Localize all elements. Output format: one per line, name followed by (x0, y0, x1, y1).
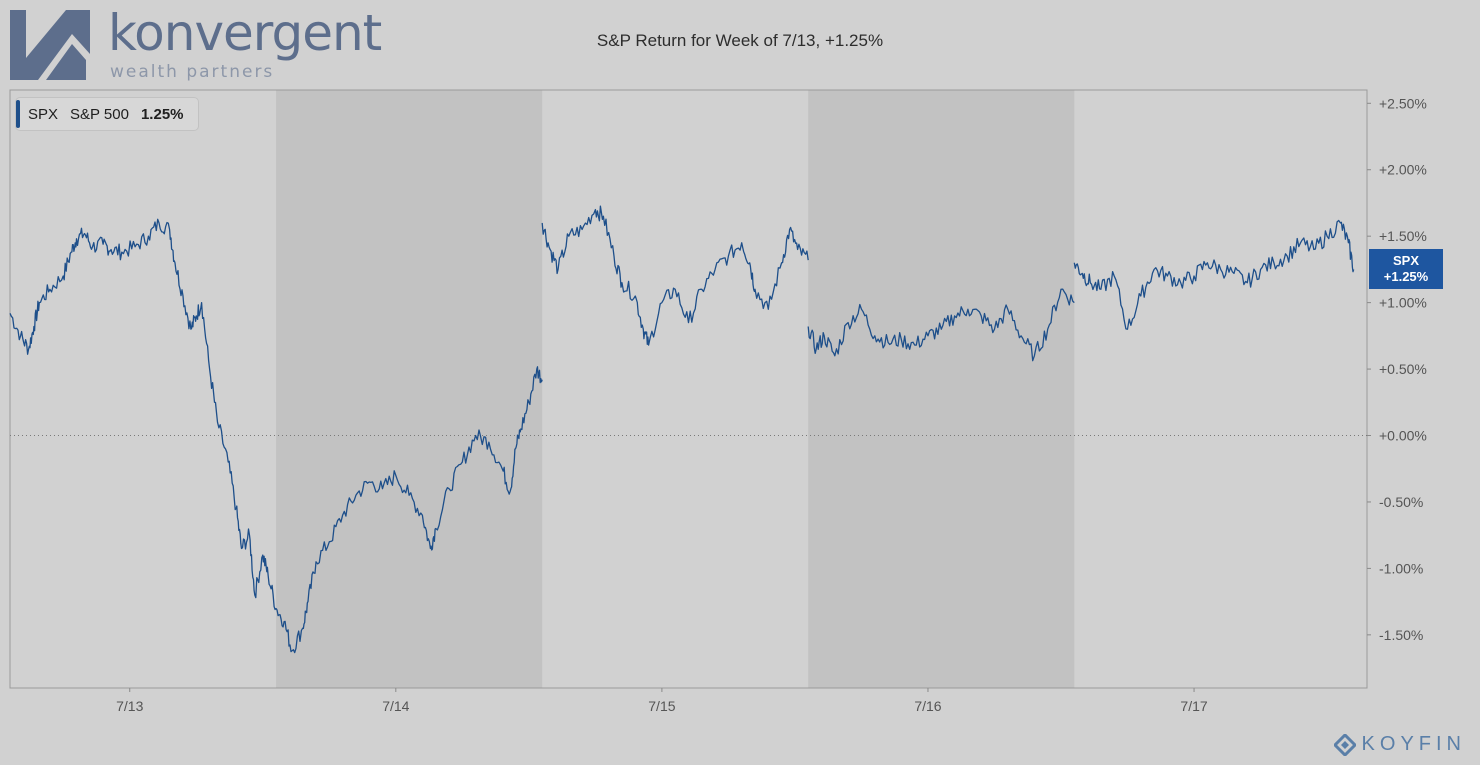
y-tick-label: +0.50% (1379, 361, 1427, 377)
chart-title: S&P Return for Week of 7/13, +1.25% (596, 31, 884, 50)
series-line-spx (541, 205, 809, 346)
y-tick-label: +2.50% (1379, 95, 1427, 111)
x-tick-label: 7/13 (116, 698, 143, 714)
legend-value: 1.25% (140, 105, 184, 123)
last-price-tag: SPX +1.25% (1369, 249, 1443, 289)
y-tick-label: +1.00% (1379, 295, 1427, 311)
y-tick-label: -0.50% (1379, 494, 1423, 510)
legend[interactable]: SPX S&P 500 1.25% (15, 97, 199, 131)
shaded-day-band (276, 90, 543, 688)
x-tick-label: 7/16 (914, 698, 941, 714)
legend-ticker: SPX (28, 105, 59, 123)
x-tick-label: 7/17 (1180, 698, 1207, 714)
series-line-spx (1073, 219, 1355, 330)
y-tick-label: -1.00% (1379, 560, 1423, 576)
logo-name: konvergent (108, 4, 382, 62)
price-tag-ticker: SPX (1392, 253, 1419, 268)
plot-frame (9, 89, 1368, 689)
series-line-spx (807, 288, 1075, 362)
konvergent-k-logo-icon (10, 10, 90, 80)
price-tag-value: +1.25% (1383, 269, 1429, 284)
koyfin-watermark: KOYFIN (1333, 733, 1466, 756)
legend-series-name: S&P 500 (70, 105, 129, 123)
koyfin-logo-icon (1333, 733, 1356, 756)
series-line-spx (9, 218, 277, 611)
company-logo: konvergent wealth partners (10, 4, 410, 82)
shaded-day-band (808, 90, 1075, 688)
y-tick-label: +1.50% (1379, 228, 1427, 244)
x-tick-label: 7/14 (382, 698, 409, 714)
watermark-text: KOYFIN (1361, 733, 1466, 755)
legend-color-bar (16, 100, 20, 128)
y-tick-label: +2.00% (1379, 162, 1427, 178)
y-tick-label: +0.00% (1379, 428, 1427, 444)
logo-tagline: wealth partners (110, 62, 275, 82)
plot-area (10, 90, 1367, 688)
x-tick-label: 7/15 (648, 698, 675, 714)
series-line-spx (275, 366, 543, 654)
y-tick-label: -1.50% (1379, 627, 1423, 643)
